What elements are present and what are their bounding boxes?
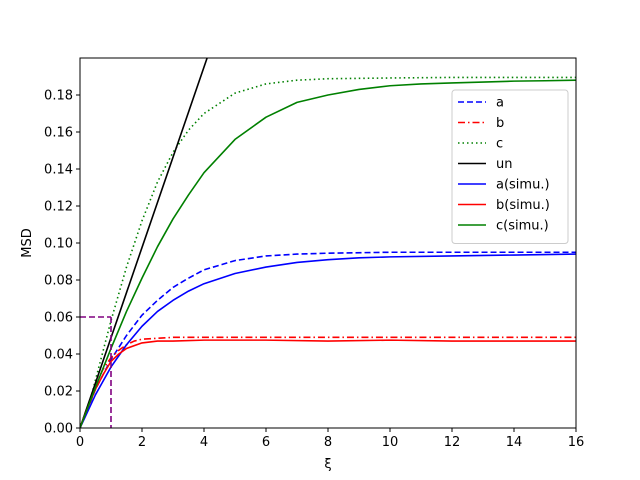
legend-label: c <box>496 137 503 152</box>
legend-label: a(simu.) <box>496 178 550 193</box>
y-tick-label: 0.14 <box>44 163 73 178</box>
x-tick-label: 14 <box>506 435 523 450</box>
y-axis: 0.00 0.02 0.04 0.06 0.08 0.10 0.12 0.14 0.16 0.18 <box>44 89 80 437</box>
x-tick-label: 4 <box>200 435 208 450</box>
series-line-b-simu <box>80 339 576 428</box>
legend-label: un <box>496 157 512 172</box>
y-tick-label: 0.12 <box>44 200 73 215</box>
legend-label: a <box>496 96 504 111</box>
x-tick-label: 8 <box>324 435 332 450</box>
legend: abc un a(simu.) b(simu.) c(simu.) <box>451 89 569 244</box>
y-tick-label: 0.04 <box>44 348 73 363</box>
legend-label: b <box>496 116 504 131</box>
x-axis: 0 2 4 6 8 10 12 14 16 <box>76 428 584 450</box>
y-tick-label: 0.16 <box>44 126 73 141</box>
y-tick-label: 0.02 <box>44 385 73 400</box>
series-line-a-simu <box>80 253 576 428</box>
x-tick-label: 0 <box>76 435 84 450</box>
y-tick-label: 0.00 <box>44 422 73 437</box>
x-tick-label: 12 <box>444 435 461 450</box>
y-tick-label: 0.08 <box>44 274 73 289</box>
series-line-c <box>80 76 576 428</box>
y-tick-label: 0.18 <box>44 89 73 104</box>
x-tick-label: 2 <box>138 435 146 450</box>
plot-data <box>80 58 576 428</box>
y-tick-label: 0.06 <box>44 311 73 326</box>
x-tick-label: 10 <box>382 435 399 450</box>
series-line-un <box>80 58 208 428</box>
legend-label: c(simu.) <box>496 219 549 234</box>
series-line-c-simu <box>80 79 576 428</box>
series-line-a <box>80 251 576 428</box>
annotations <box>80 316 112 428</box>
y-axis-label: MSD <box>20 228 35 257</box>
x-axis-label: ξ <box>324 457 331 472</box>
legend-label: b(simu.) <box>496 198 550 213</box>
x-tick-label: 6 <box>262 435 270 450</box>
y-tick-label: 0.10 <box>44 237 73 252</box>
x-tick-label: 16 <box>568 435 585 450</box>
